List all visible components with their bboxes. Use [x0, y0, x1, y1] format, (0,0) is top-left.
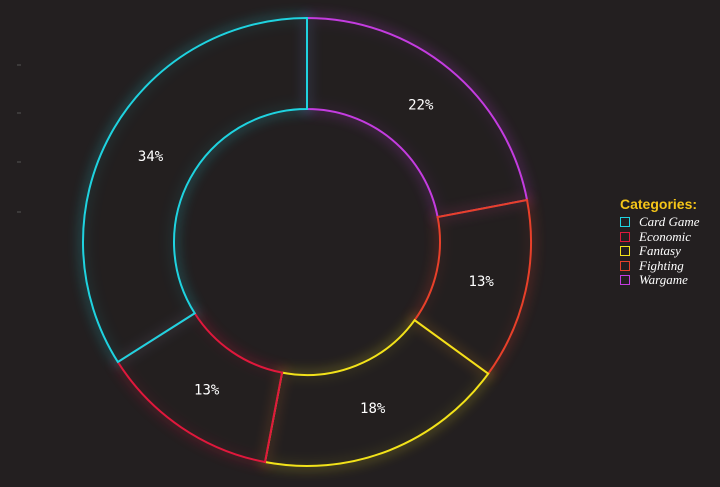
legend-label: Fighting	[639, 257, 684, 273]
legend-label: Wargame	[639, 272, 688, 288]
slice-label-wargame: 22%	[408, 97, 434, 113]
legend-item-fantasy[interactable]: Fantasy	[620, 244, 700, 259]
slice-layer	[82, 16, 532, 467]
slice-label-layer: 22% 13% 18% 13% 34%	[138, 97, 494, 417]
legend-item-card-game[interactable]: Card Game	[620, 215, 700, 230]
legend-swatch	[620, 217, 630, 228]
legend-item-wargame[interactable]: Wargame	[620, 273, 700, 288]
legend: Categories: Card Game Economic Fantasy F…	[620, 196, 700, 288]
legend-swatch	[620, 275, 630, 286]
slice-label-economic: 13%	[194, 383, 220, 399]
slice-label-fantasy: 18%	[360, 401, 386, 417]
legend-label: Fantasy	[639, 243, 681, 259]
slice-fantasy[interactable]	[263, 318, 490, 467]
legend-swatch	[620, 260, 630, 271]
legend-swatch	[620, 246, 630, 257]
legend-label: Economic	[639, 228, 691, 244]
left-axis-ticks	[17, 64, 21, 213]
legend-item-economic[interactable]: Economic	[620, 228, 700, 245]
slice-label-card-game: 34%	[138, 149, 164, 165]
legend-item-fighting[interactable]: Fighting	[620, 257, 700, 274]
legend-swatch	[620, 231, 630, 242]
legend-title: Categories:	[620, 196, 698, 212]
slice-label-fighting: 13%	[469, 274, 495, 290]
legend-label: Card Game	[639, 214, 700, 230]
slice-card-game[interactable]	[82, 16, 308, 364]
slice-wargame[interactable]	[306, 16, 529, 219]
